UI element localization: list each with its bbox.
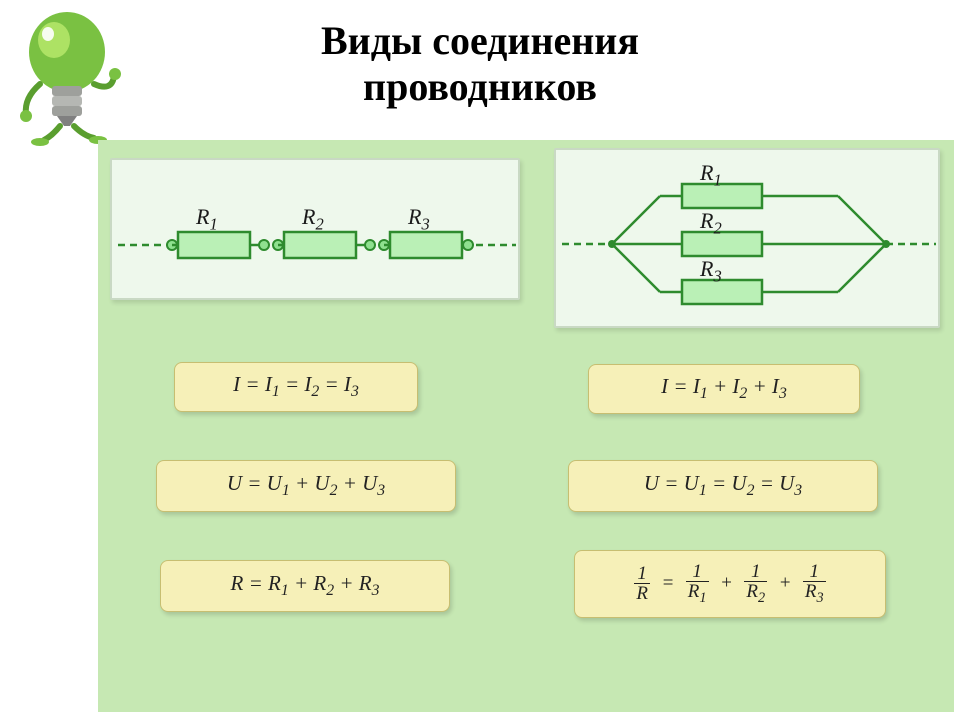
- parallel-formula-resistance: 1R = 1R1 + 1R2 + 1R3: [574, 550, 886, 618]
- title-line-1: Виды соединения: [321, 18, 639, 63]
- parallel-r3-label: R3: [700, 256, 722, 286]
- formula-text: I = I1 + I2 + I3: [661, 374, 787, 403]
- series-r1-label: R1: [196, 204, 218, 234]
- series-r3-label: R3: [408, 204, 430, 234]
- series-formula-current: I = I1 = I2 = I3: [174, 362, 418, 412]
- parallel-diagram-card: R1 R2 R3: [554, 148, 940, 328]
- parallel-r2-label: R2: [700, 208, 722, 238]
- parallel-formula-current: I = I1 + I2 + I3: [588, 364, 860, 414]
- page-title: Виды соединения проводников: [0, 0, 960, 110]
- series-diagram-card: R1 R2 R3: [110, 158, 520, 300]
- content-panel: R1 R2 R3: [98, 140, 954, 712]
- title-line-2: проводников: [363, 64, 597, 109]
- formula-text: R = R1 + R2 + R3: [231, 571, 380, 600]
- mascot-lightbulb: [12, 6, 132, 146]
- formula-text: U = U1 + U2 + U3: [227, 471, 385, 500]
- formula-text: U = U1 = U2 = U3: [644, 471, 802, 500]
- series-formula-resistance: R = R1 + R2 + R3: [160, 560, 450, 612]
- series-r2-label: R2: [302, 204, 324, 234]
- formula-text: I = I1 = I2 = I3: [233, 372, 359, 401]
- formula-text: 1R = 1R1 + 1R2 + 1R3: [632, 562, 827, 606]
- series-formula-voltage: U = U1 + U2 + U3: [156, 460, 456, 512]
- parallel-r1-label: R1: [700, 160, 722, 190]
- parallel-formula-voltage: U = U1 = U2 = U3: [568, 460, 878, 512]
- parallel-circuit-svg: [556, 150, 942, 330]
